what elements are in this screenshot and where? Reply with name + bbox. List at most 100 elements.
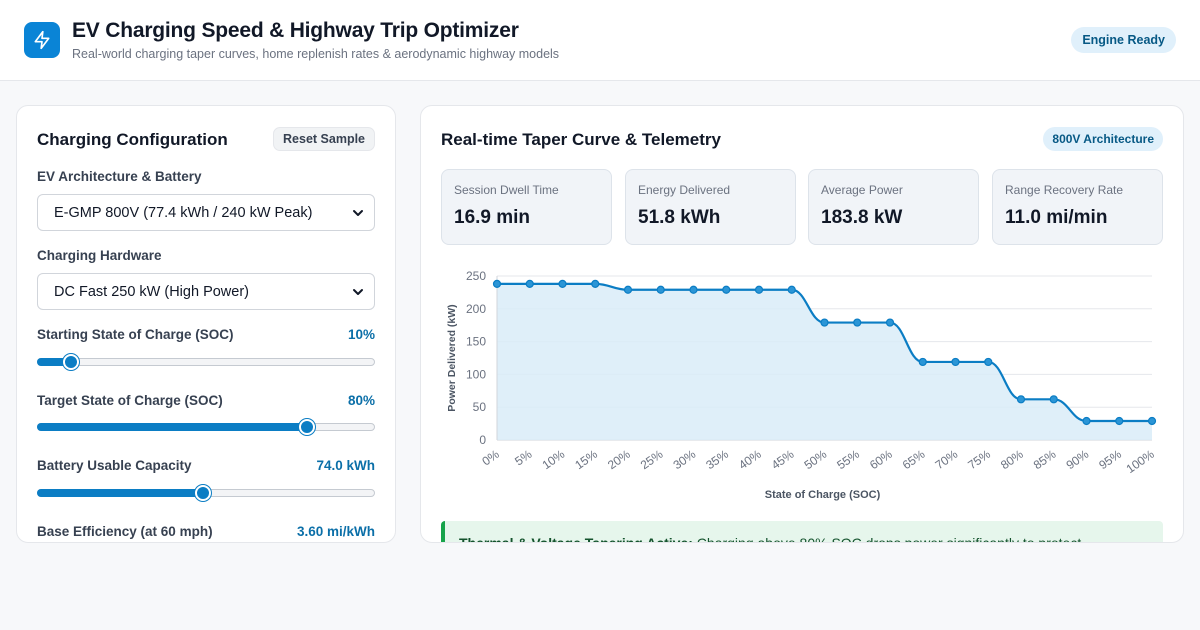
x-tick-label: 40% xyxy=(736,447,764,472)
app-header: EV Charging Speed & Highway Trip Optimiz… xyxy=(0,0,1200,81)
x-axis-title: State of Charge (SOC) xyxy=(765,489,881,501)
data-point xyxy=(820,318,829,327)
target-soc-slider[interactable] xyxy=(37,418,375,436)
stat-label: Range Recovery Rate xyxy=(1005,183,1124,197)
x-tick-label: 90% xyxy=(1064,447,1092,472)
stat-card-dwell-time: Session Dwell Time 16.9 min xyxy=(441,169,612,245)
x-tick-label: 45% xyxy=(769,447,797,472)
y-tick-label: 250 xyxy=(466,269,486,283)
lightning-bolt-icon xyxy=(24,22,60,58)
x-tick-label: 55% xyxy=(834,447,862,472)
data-point xyxy=(689,285,698,294)
x-tick-label: 60% xyxy=(867,447,895,472)
data-point xyxy=(558,279,567,288)
stat-label: Energy Delivered xyxy=(638,183,731,197)
data-point xyxy=(656,285,665,294)
telemetry-title: Real-time Taper Curve & Telemetry xyxy=(441,130,721,149)
tapering-alert: Thermal & Voltage Tapering Active: Charg… xyxy=(441,521,1163,543)
app-subtitle: Real-world charging taper curves, home r… xyxy=(72,47,560,61)
data-point xyxy=(885,318,895,327)
x-tick-label: 100% xyxy=(1124,447,1157,476)
engine-status-badge: Engine Ready xyxy=(1071,27,1176,53)
y-tick-label: 150 xyxy=(466,335,486,349)
data-point xyxy=(1016,395,1026,404)
alert-title: Thermal & Voltage Tapering Active: xyxy=(459,535,693,543)
charging-configuration-panel: Charging Configuration Reset Sample EV A… xyxy=(16,105,396,543)
x-tick-label: 50% xyxy=(802,447,830,472)
architecture-select[interactable]: E-GMP 800V (77.4 kWh / 240 kW Peak) xyxy=(37,194,375,231)
data-point xyxy=(591,279,600,288)
data-point xyxy=(525,279,534,288)
taper-curve-chart: 0 50 100 150 200 250 0% 5% 10% 15% 20% 25% 30% 35% 40%… xyxy=(446,269,1157,501)
efficiency-label: Base Efficiency (at 60 mph) xyxy=(37,524,213,539)
start-soc-slider[interactable] xyxy=(37,353,375,371)
x-tick-label: 5% xyxy=(512,447,535,469)
data-point xyxy=(1147,416,1157,426)
x-tick-label: 0% xyxy=(479,447,502,469)
telemetry-panel: Real-time Taper Curve & Telemetry 800V A… xyxy=(420,105,1184,543)
y-axis-title: Power Delivered (kW) xyxy=(446,304,458,411)
x-tick-label: 65% xyxy=(900,447,928,472)
x-tick-label: 70% xyxy=(933,447,961,472)
efficiency-value: 3.60 mi/kWh xyxy=(296,524,375,539)
stat-card-average-power: Average Power 183.8 kW xyxy=(808,169,979,245)
data-point xyxy=(853,318,862,327)
capacity-slider[interactable] xyxy=(37,484,375,502)
reset-sample-button[interactable]: Reset Sample xyxy=(273,127,375,151)
x-tick-label: 80% xyxy=(998,447,1026,472)
stat-value: 51.8 kWh xyxy=(638,207,721,228)
app-title: EV Charging Speed & Highway Trip Optimiz… xyxy=(72,19,519,42)
data-point xyxy=(951,357,960,367)
data-point xyxy=(1082,416,1091,426)
stat-value: 11.0 mi/min xyxy=(1005,207,1108,228)
stat-card-energy-delivered: Energy Delivered 51.8 kWh xyxy=(625,169,796,245)
x-tick-label: 75% xyxy=(965,447,993,472)
config-title: Charging Configuration xyxy=(37,130,228,149)
chevron-down-icon xyxy=(353,289,363,295)
y-tick-label: 200 xyxy=(466,302,486,316)
target-soc-label: Target State of Charge (SOC) xyxy=(37,393,223,408)
stat-value: 183.8 kW xyxy=(821,207,903,228)
y-tick-label: 100 xyxy=(466,367,486,381)
hardware-selected-value: DC Fast 250 kW (High Power) xyxy=(54,283,249,300)
data-point xyxy=(623,285,633,294)
y-tick-label: 50 xyxy=(473,400,487,414)
data-point xyxy=(918,357,927,367)
data-point xyxy=(787,285,796,294)
data-point xyxy=(722,285,731,294)
hardware-label: Charging Hardware xyxy=(37,248,162,263)
stat-label: Average Power xyxy=(821,183,903,197)
x-tick-label: 20% xyxy=(605,447,633,472)
stat-value: 16.9 min xyxy=(454,207,531,228)
slider-thumb[interactable] xyxy=(62,354,79,370)
data-point xyxy=(1049,395,1058,404)
architecture-label: EV Architecture & Battery xyxy=(37,169,202,184)
capacity-value: 74.0 kWh xyxy=(316,458,375,473)
capacity-label: Battery Usable Capacity xyxy=(37,458,192,473)
alert-text: Charging above 80% SOC drops power signi… xyxy=(692,535,1082,543)
architecture-selected-value: E-GMP 800V (77.4 kWh / 240 kW Peak) xyxy=(54,204,313,221)
data-point xyxy=(754,285,764,294)
y-tick-label: 0 xyxy=(479,433,486,447)
data-point xyxy=(492,279,502,288)
data-point xyxy=(1115,416,1124,426)
data-point xyxy=(984,357,993,367)
x-tick-label: 30% xyxy=(671,447,699,472)
target-soc-value: 80% xyxy=(347,393,375,408)
chevron-down-icon xyxy=(353,210,363,216)
x-tick-label: 95% xyxy=(1096,447,1124,472)
slider-thumb[interactable] xyxy=(194,485,211,501)
architecture-badge: 800V Architecture xyxy=(1043,127,1163,151)
start-soc-label: Starting State of Charge (SOC) xyxy=(37,327,234,342)
area-fill xyxy=(497,283,1152,440)
slider-thumb[interactable] xyxy=(299,419,316,435)
x-tick-label: 15% xyxy=(572,447,600,472)
hardware-select[interactable]: DC Fast 250 kW (High Power) xyxy=(37,273,375,310)
stat-label: Session Dwell Time xyxy=(454,183,559,197)
start-soc-value: 10% xyxy=(347,327,375,342)
x-tick-label: 10% xyxy=(540,447,568,472)
x-tick-label: 25% xyxy=(638,447,666,472)
x-tick-label: 85% xyxy=(1031,447,1059,472)
stat-card-range-recovery: Range Recovery Rate 11.0 mi/min xyxy=(992,169,1163,245)
x-tick-label: 35% xyxy=(703,447,731,472)
